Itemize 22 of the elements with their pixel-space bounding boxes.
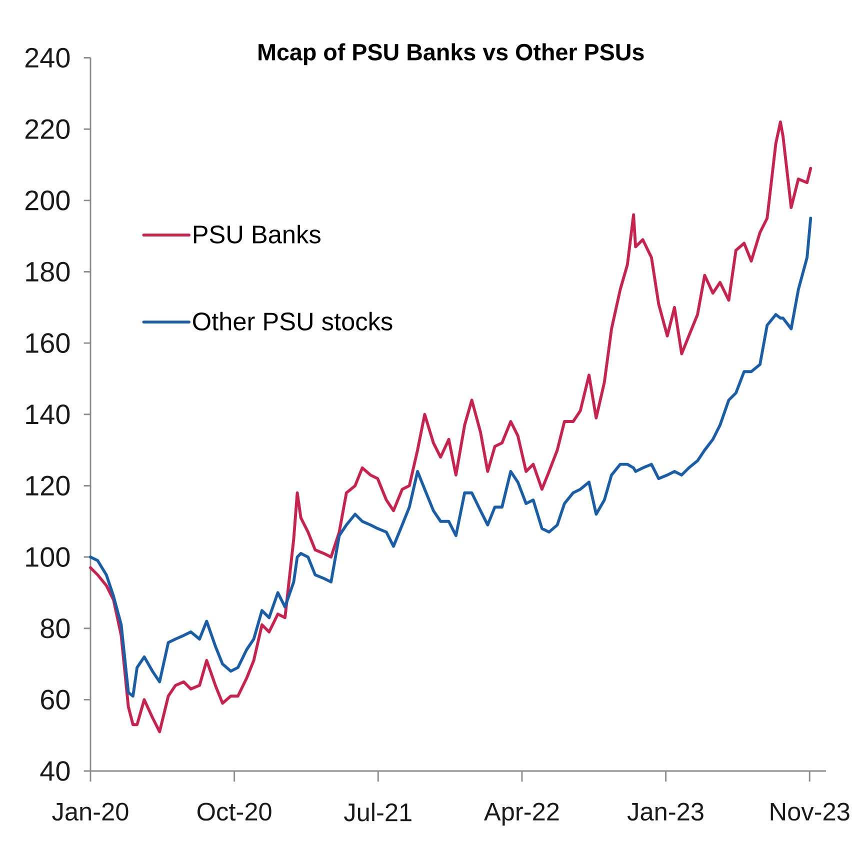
- x-tick-label: Jan-23: [627, 802, 704, 821]
- y-tick-label: 220: [25, 119, 70, 140]
- legend-label: PSU Banks: [194, 224, 320, 244]
- y-tick-label: 60: [41, 690, 70, 710]
- x-tick-label: Apr-22: [484, 802, 559, 826]
- chart-title: Mcap of PSU Banks vs Other PSUs: [258, 43, 644, 66]
- line-series: [89, 120, 812, 734]
- y-tick-label: 100: [26, 547, 70, 567]
- y-tick-label: 240: [25, 48, 70, 68]
- y-tick-label: 160: [26, 333, 70, 353]
- y-tick-label: 40: [40, 761, 70, 781]
- line-series: [89, 216, 812, 698]
- x-tick-label: Jan-20: [52, 802, 128, 821]
- y-tick-label: 140: [26, 404, 70, 424]
- y-tick-label: 120: [26, 476, 70, 496]
- x-tick-label: Oct-20: [198, 802, 272, 821]
- y-tick-label: 180: [26, 262, 70, 282]
- legend-label: Other PSU stocks: [193, 312, 392, 330]
- y-tick-label: 200: [25, 190, 70, 210]
- x-tick-label: Jul-21: [344, 802, 412, 822]
- y-tick-label: 80: [40, 618, 70, 638]
- x-tick-label: Nov-23: [770, 802, 850, 821]
